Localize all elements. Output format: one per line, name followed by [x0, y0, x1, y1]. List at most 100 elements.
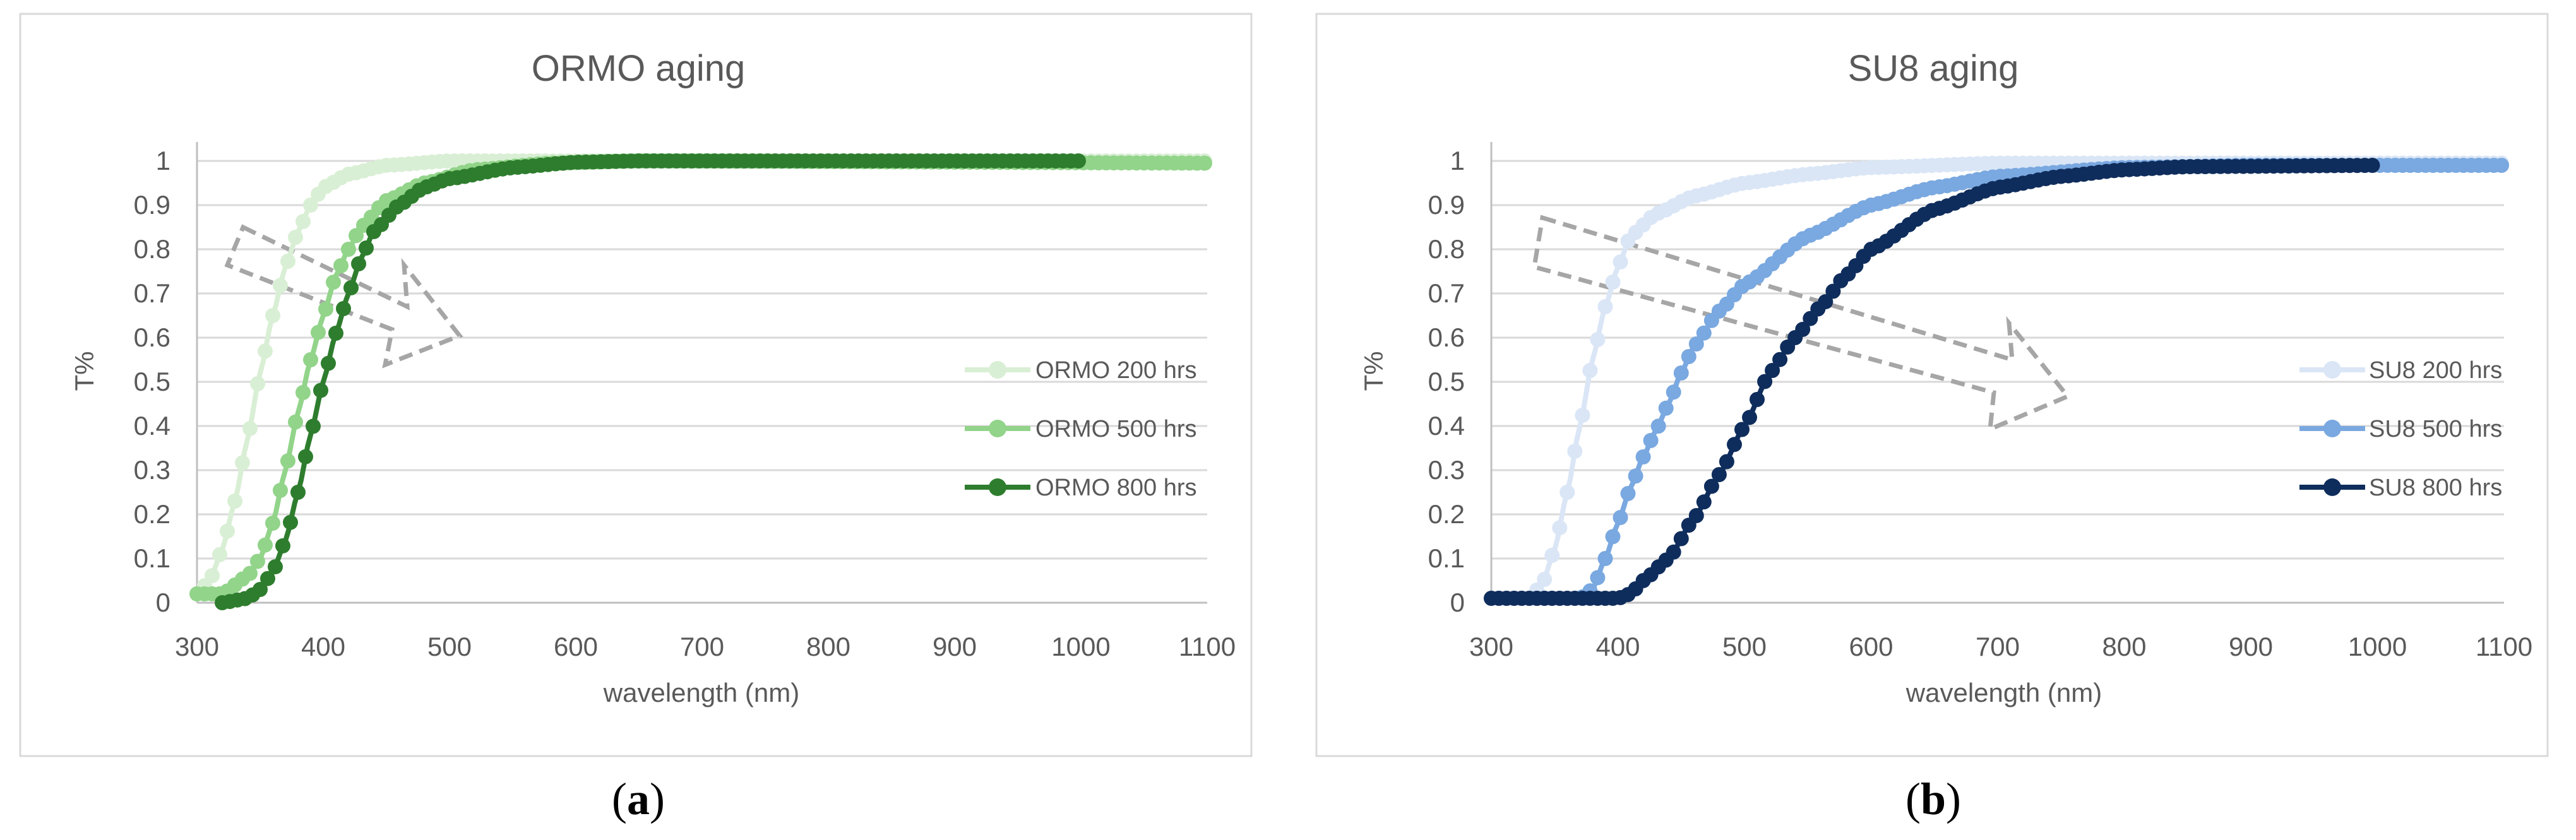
x-tick-label: 300 [175, 632, 219, 661]
data-point [311, 324, 326, 340]
y-tick-label: 0.5 [1428, 367, 1465, 396]
data-point [313, 382, 328, 398]
data-point [1071, 153, 1086, 169]
data-point [328, 326, 343, 341]
data-point [250, 376, 265, 391]
legend-swatch-marker [989, 478, 1006, 496]
data-point [1537, 572, 1553, 587]
legend-swatch-marker [2323, 361, 2341, 379]
legend-item: ORMO 200 hrs [965, 357, 1197, 384]
x-axis-label: wavelength (nm) [1905, 678, 2102, 707]
data-point [280, 453, 295, 469]
data-point [341, 242, 356, 257]
data-point [336, 301, 351, 316]
aging-arrow [224, 224, 463, 369]
data-point [295, 385, 311, 400]
x-tick-label: 1100 [2476, 632, 2532, 661]
legend-item: SU8 500 hrs [2299, 416, 2502, 442]
data-point [1688, 336, 1704, 352]
y-tick-label: 0.9 [134, 190, 170, 220]
x-tick-label: 400 [1595, 632, 1640, 661]
ormo-chart: ORMO aging 0 0.1 0.2 0.3 0.4 0.5 0.6 0.7 0.8 0.9 1… [19, 13, 1253, 824]
x-tick-label: 600 [554, 632, 598, 661]
y-tick-label: 0.7 [1428, 278, 1465, 308]
data-point [298, 449, 313, 464]
data-point [1613, 510, 1628, 525]
data-point [1643, 433, 1659, 448]
data-point [1795, 321, 1811, 337]
legend-swatch-marker [2323, 420, 2341, 437]
data-point [2494, 158, 2509, 173]
data-point [1605, 275, 1621, 290]
data-point [205, 568, 220, 584]
data-point [1719, 454, 1734, 470]
y-tick-label: 0.7 [134, 278, 170, 308]
data-point [359, 240, 374, 256]
y-tick-label: 0.5 [134, 367, 170, 396]
y-tick-label: 0.1 [134, 543, 170, 573]
y-tick-label: 0.3 [134, 455, 170, 485]
y-tick-label: 0.4 [1428, 411, 1465, 441]
data-point [1825, 283, 1841, 299]
data-point [220, 523, 235, 539]
y-tick-label: 0.9 [1428, 190, 1465, 220]
data-point [1742, 410, 1757, 425]
y-tick-label: 0 [156, 588, 170, 617]
caption-letter: b [1921, 774, 1946, 824]
y-tick-label: 0.8 [134, 234, 170, 264]
chart-frame [19, 13, 1253, 757]
x-tick-label: 800 [2102, 632, 2146, 661]
data-point [1765, 363, 1780, 378]
data-point [343, 280, 359, 295]
data-point [318, 301, 333, 317]
series-group [189, 153, 1212, 610]
data-point [1681, 349, 1696, 364]
data-point [1818, 294, 1834, 310]
data-point [1590, 570, 1606, 586]
data-point [1582, 363, 1598, 378]
data-point [306, 418, 321, 434]
data-point [275, 538, 290, 553]
y-axis-label: T% [69, 352, 99, 391]
series-group [1484, 155, 2509, 606]
data-point [1696, 494, 1712, 510]
data-point [1673, 531, 1689, 547]
data-point [260, 571, 275, 586]
legend-label: SU8 800 hrs [2369, 475, 2502, 501]
x-axis-label: wavelength (nm) [603, 678, 799, 707]
y-tick-label: 1 [1450, 146, 1465, 175]
aging-arrow-shape [224, 224, 463, 369]
caption-a: (a) [612, 774, 665, 824]
legend-item: SU8 200 hrs [2299, 357, 2502, 384]
panel-ormo: ORMO aging 0 0.1 0.2 0.3 0.4 0.5 0.6 0.7 0.8 0.9 1… [19, 13, 1253, 824]
data-point [303, 198, 318, 213]
chart-title: SU8 aging [1848, 48, 2019, 89]
data-point [273, 483, 288, 498]
data-point [1650, 418, 1666, 434]
y-tick-label: 0 [1450, 588, 1465, 617]
data-point [351, 256, 366, 271]
data-point [1544, 548, 1560, 563]
data-point [1620, 486, 1636, 501]
legend: ORMO 200 hrs ORMO 500 hrs ORMO 800 hrs [965, 357, 1197, 501]
data-point [333, 258, 349, 273]
caption-letter: a [627, 774, 650, 824]
y-tick-label: 0.4 [134, 411, 170, 441]
data-point [265, 308, 280, 323]
data-point [265, 516, 280, 531]
data-point [1658, 400, 1674, 416]
x-tick-label: 500 [1722, 632, 1767, 661]
data-point [1750, 392, 1765, 407]
legend-swatch-marker [989, 361, 1006, 379]
data-point [258, 537, 273, 553]
data-point [1590, 332, 1606, 347]
y-axis-label: T% [1359, 352, 1388, 391]
su8-chart: SU8 aging 0 0.1 0.2 0.3 0.4 0.5 0.6 0.7 0.8 0.9 1 3… [1315, 13, 2549, 824]
data-point [288, 414, 303, 430]
data-point [268, 559, 283, 575]
data-point [1666, 544, 1681, 560]
data-point [253, 582, 268, 597]
data-point [1605, 529, 1621, 545]
data-point [283, 514, 298, 530]
x-tick-label: 400 [301, 632, 345, 661]
